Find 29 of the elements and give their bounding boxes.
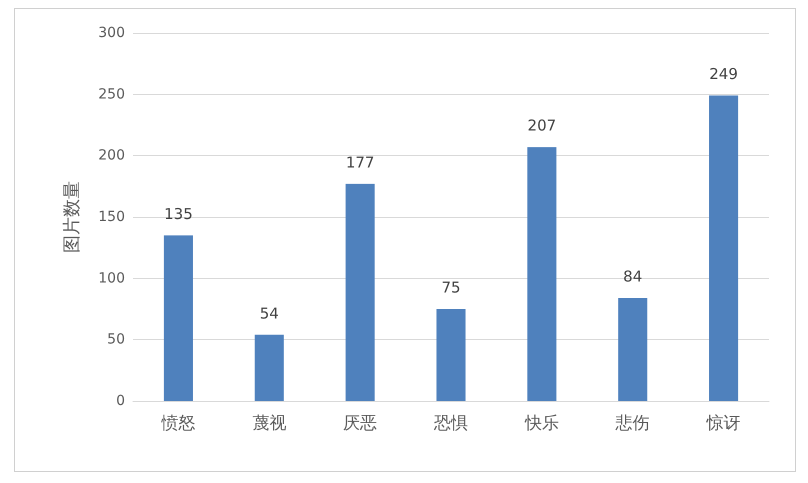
x-tick-label: 快乐: [524, 414, 559, 434]
y-tick-label: 0: [116, 393, 125, 409]
data-label: 135: [164, 204, 193, 223]
y-tick-label: 200: [98, 148, 125, 164]
bar: [436, 309, 466, 401]
x-tick-label: 悲伤: [614, 414, 650, 434]
data-label: 54: [260, 304, 279, 322]
y-tick-label: 300: [98, 25, 125, 41]
data-label: 84: [623, 267, 642, 286]
y-tick-label: 150: [98, 209, 125, 225]
x-tick-label: 厌恶: [343, 414, 378, 434]
x-tick-label: 愤怒: [160, 414, 196, 434]
data-label: 177: [346, 153, 374, 172]
bar: [527, 147, 556, 401]
bar: [346, 184, 375, 401]
data-label: 249: [709, 65, 738, 84]
x-tick-label: 蔑视: [252, 414, 286, 434]
data-label: 207: [528, 116, 556, 135]
bar: [618, 298, 648, 401]
bar: [164, 235, 193, 401]
bar: [709, 96, 738, 401]
y-axis-title: 图片数量: [62, 181, 82, 253]
bar: [254, 334, 284, 401]
y-tick-label: 50: [107, 332, 125, 348]
data-label: 75: [441, 278, 461, 296]
y-tick-label: 100: [98, 270, 125, 286]
x-tick-label: 恐惧: [433, 414, 468, 434]
y-tick-label: 250: [98, 86, 125, 102]
x-tick-label: 惊讶: [706, 414, 741, 434]
